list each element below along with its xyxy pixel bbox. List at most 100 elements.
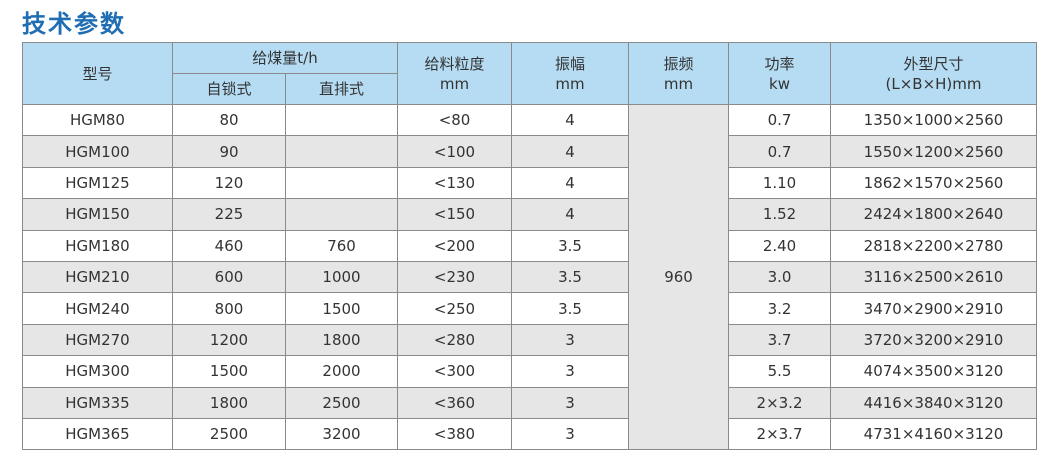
header-dimensions: 外型尺寸 (L×B×H)mm	[830, 42, 1038, 105]
cell-self-lock: 1200	[172, 323, 286, 357]
cell-direct	[284, 166, 399, 200]
cell-self-lock: 1500	[172, 355, 286, 388]
cell-direct	[284, 198, 399, 231]
table-row: HGM100 90 <100 4 0.7 1550×1200×2560	[22, 135, 1038, 168]
cell-self-lock: 90	[172, 135, 286, 168]
cell-model: HGM180	[22, 229, 173, 262]
cell-model: HGM300	[22, 355, 173, 388]
header-frequency: 振频 mm	[628, 42, 730, 105]
header-model: 型号	[22, 42, 173, 105]
cell-dimensions: 3720×3200×2910	[830, 323, 1038, 357]
cell-direct: 1500	[284, 292, 399, 325]
cell-size: <150	[397, 198, 513, 231]
cell-power: 0.7	[728, 135, 832, 168]
cell-size: <100	[397, 135, 513, 168]
cell-size: <130	[397, 166, 513, 200]
cell-power: 3.0	[728, 260, 832, 294]
table-row: HGM365 2500 3200 <380 3 2×3.7 4731×4160×3120	[22, 417, 1038, 451]
cell-power: 2×3.2	[728, 386, 832, 419]
cell-self-lock: 460	[172, 229, 286, 262]
cell-frequency: 960	[628, 103, 730, 451]
cell-amplitude: 3	[511, 417, 630, 451]
cell-amplitude: 4	[511, 198, 630, 231]
cell-size: <280	[397, 323, 513, 357]
cell-amplitude: 3	[511, 355, 630, 388]
cell-direct: 2000	[284, 355, 399, 388]
cell-amplitude: 4	[511, 135, 630, 168]
cell-direct	[284, 103, 399, 137]
header-size: 给料粒度 mm	[397, 42, 513, 105]
table-row: HGM80 80 <80 4 960 0.7 1350×1000×2560	[22, 103, 1038, 451]
cell-amplitude: 3	[511, 386, 630, 419]
table-row: HGM210 600 1000 <230 3.5 3.0 3116×2500×2610	[22, 260, 1038, 294]
cell-model: HGM210	[22, 260, 173, 294]
cell-direct	[284, 135, 399, 168]
header-power: 功率 kw	[728, 42, 832, 105]
cell-size: <200	[397, 229, 513, 262]
table-row: HGM125 120 <130 4 1.10 1862×1570×2560	[22, 166, 1038, 200]
spec-table: 型号 给煤量t/h 给料粒度 mm 振幅 mm 振频 mm 功率 kw 外型尺寸 (L×B…	[22, 42, 1038, 451]
cell-dimensions: 1550×1200×2560	[830, 135, 1038, 168]
cell-amplitude: 3	[511, 323, 630, 357]
cell-self-lock: 80	[172, 103, 286, 137]
page-title: 技术参数	[22, 10, 126, 38]
cell-power: 5.5	[728, 355, 832, 388]
cell-size: <380	[397, 417, 513, 451]
cell-dimensions: 2818×2200×2780	[830, 229, 1038, 262]
cell-dimensions: 4074×3500×3120	[830, 355, 1038, 388]
cell-dimensions: 1862×1570×2560	[830, 166, 1038, 200]
cell-dimensions: 4416×3840×3120	[830, 386, 1038, 419]
cell-dimensions: 3470×2900×2910	[830, 292, 1038, 325]
table-row: HGM300 1500 2000 <300 3 5.5 4074×3500×3120	[22, 355, 1038, 388]
header-amplitude: 振幅 mm	[511, 42, 630, 105]
table-row: HGM150 225 <150 4 1.52 2424×1800×2640	[22, 198, 1038, 231]
cell-size: <80	[397, 103, 513, 137]
cell-dimensions: 4731×4160×3120	[830, 417, 1038, 451]
cell-power: 3.2	[728, 292, 832, 325]
header-feed: 给煤量t/h	[171, 42, 399, 74]
cell-amplitude: 4	[511, 103, 630, 137]
cell-size: <230	[397, 260, 513, 294]
cell-power: 1.10	[728, 166, 832, 200]
cell-self-lock: 600	[172, 260, 286, 294]
cell-power: 2.40	[728, 229, 832, 262]
cell-amplitude: 4	[511, 166, 630, 200]
cell-direct: 3200	[284, 417, 399, 451]
cell-model: HGM80	[22, 103, 173, 137]
cell-direct: 1000	[284, 260, 399, 294]
cell-self-lock: 2500	[172, 417, 286, 451]
cell-amplitude: 3.5	[511, 260, 630, 294]
cell-size: <300	[397, 355, 513, 388]
cell-power: 2×3.7	[728, 417, 832, 451]
cell-self-lock: 1800	[172, 386, 286, 419]
table-row: HGM180 460 760 <200 3.5 2.40 2818×2200×2780	[22, 229, 1038, 262]
cell-direct: 1800	[284, 323, 399, 357]
cell-self-lock: 120	[172, 166, 286, 200]
table-row: HGM335 1800 2500 <360 3 2×3.2 4416×3840×3120	[22, 386, 1038, 419]
header-direct: 直排式	[284, 73, 399, 105]
cell-model: HGM125	[22, 166, 173, 200]
cell-dimensions: 2424×1800×2640	[830, 198, 1038, 231]
cell-self-lock: 225	[172, 198, 286, 231]
header-self-lock: 自锁式	[172, 73, 286, 105]
cell-model: HGM365	[22, 417, 173, 451]
cell-amplitude: 3.5	[511, 292, 630, 325]
cell-power: 1.52	[728, 198, 832, 231]
cell-direct: 2500	[284, 386, 399, 419]
table-row: HGM240 800 1500 <250 3.5 3.2 3470×2900×2910	[22, 292, 1038, 325]
cell-dimensions: 3116×2500×2610	[830, 260, 1038, 294]
cell-model: HGM335	[22, 386, 173, 419]
cell-self-lock: 800	[172, 292, 286, 325]
cell-power: 0.7	[728, 103, 832, 137]
cell-model: HGM150	[22, 198, 173, 231]
cell-model: HGM270	[22, 323, 173, 357]
cell-size: <360	[397, 386, 513, 419]
cell-model: HGM100	[22, 135, 173, 168]
cell-power: 3.7	[728, 323, 832, 357]
cell-size: <250	[397, 292, 513, 325]
cell-amplitude: 3.5	[511, 229, 630, 262]
cell-direct: 760	[284, 229, 399, 262]
cell-dimensions: 1350×1000×2560	[830, 103, 1038, 137]
table-row: HGM270 1200 1800 <280 3 3.7 3720×3200×2910	[22, 323, 1038, 357]
cell-model: HGM240	[22, 292, 173, 325]
